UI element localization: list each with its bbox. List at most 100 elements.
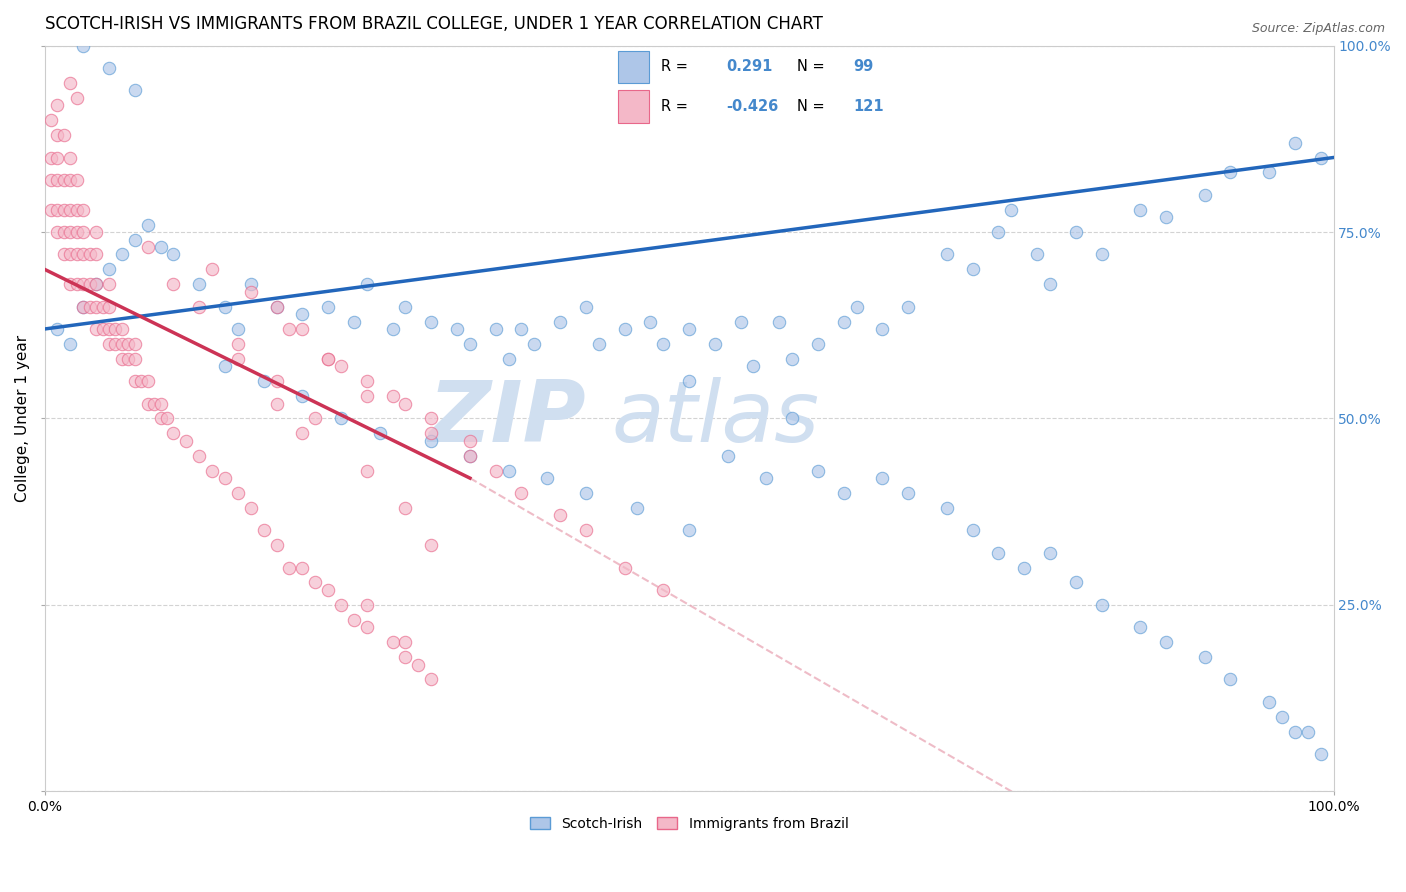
Point <box>79 247 101 261</box>
Point <box>84 225 107 239</box>
Point <box>1258 695 1281 709</box>
Point <box>52 247 75 261</box>
Point <box>98 262 121 277</box>
Point <box>640 314 662 328</box>
Point <box>66 247 89 261</box>
Point <box>201 464 224 478</box>
Point <box>39 202 62 217</box>
Point <box>162 426 184 441</box>
Point <box>626 500 648 515</box>
Point <box>1090 598 1112 612</box>
Point <box>72 225 94 239</box>
Point <box>291 426 314 441</box>
Point <box>66 91 89 105</box>
Point <box>59 337 82 351</box>
Text: ZIP: ZIP <box>429 377 586 460</box>
Point <box>84 247 107 261</box>
Point <box>226 351 249 366</box>
Point <box>278 560 301 574</box>
Point <box>46 202 69 217</box>
Point <box>381 635 404 649</box>
Point <box>832 486 855 500</box>
Point <box>1129 620 1152 634</box>
Point <box>111 322 134 336</box>
Point <box>420 314 443 328</box>
Point <box>124 83 146 97</box>
Bar <box>617 51 648 83</box>
Point <box>79 277 101 292</box>
Point <box>124 351 146 366</box>
Point <box>613 322 636 336</box>
Point <box>66 225 89 239</box>
Point <box>897 486 920 500</box>
Point <box>52 202 75 217</box>
Text: N =: N = <box>797 99 825 114</box>
Point <box>239 285 262 299</box>
Text: -0.426: -0.426 <box>725 99 779 114</box>
Point <box>59 225 82 239</box>
Point <box>446 322 468 336</box>
Point <box>188 277 211 292</box>
Point <box>188 300 211 314</box>
Point <box>717 449 740 463</box>
Point <box>1154 635 1177 649</box>
Point <box>485 322 508 336</box>
Point <box>117 351 139 366</box>
Text: Source: ZipAtlas.com: Source: ZipAtlas.com <box>1251 22 1385 36</box>
Text: 121: 121 <box>853 99 883 114</box>
Point <box>84 277 107 292</box>
Point <box>420 426 443 441</box>
Point <box>1194 187 1216 202</box>
Point <box>1012 560 1035 574</box>
Point <box>226 486 249 500</box>
Point <box>872 471 894 485</box>
Point <box>330 598 353 612</box>
Point <box>678 524 700 538</box>
Point <box>1284 724 1306 739</box>
Point <box>149 411 172 425</box>
Point <box>149 240 172 254</box>
Text: 0.291: 0.291 <box>725 59 772 74</box>
Point <box>807 337 830 351</box>
Point <box>79 300 101 314</box>
Point <box>66 277 89 292</box>
Point <box>72 202 94 217</box>
Point <box>420 434 443 448</box>
Point <box>111 337 134 351</box>
Point <box>239 277 262 292</box>
Point <box>111 351 134 366</box>
Point <box>356 374 378 388</box>
Point <box>1194 650 1216 665</box>
Point <box>104 322 127 336</box>
Point <box>188 449 211 463</box>
Point <box>420 673 443 687</box>
Point <box>291 560 314 574</box>
Point <box>394 500 416 515</box>
Point <box>536 471 558 485</box>
Point <box>39 151 62 165</box>
Point <box>162 247 184 261</box>
Point <box>510 486 533 500</box>
Point <box>394 635 416 649</box>
Point <box>136 240 159 254</box>
Text: atlas: atlas <box>612 377 820 460</box>
Point <box>498 464 520 478</box>
Point <box>1284 136 1306 150</box>
Y-axis label: College, Under 1 year: College, Under 1 year <box>15 334 30 502</box>
Point <box>46 322 69 336</box>
Point <box>98 322 121 336</box>
Text: R =: R = <box>661 59 688 74</box>
Point <box>1064 575 1087 590</box>
Point <box>394 396 416 410</box>
Point <box>1258 165 1281 179</box>
Point <box>935 500 957 515</box>
Point <box>291 307 314 321</box>
Point <box>72 300 94 314</box>
Point <box>253 374 276 388</box>
Point <box>1271 709 1294 723</box>
Point <box>807 464 830 478</box>
Point <box>897 300 920 314</box>
Point <box>117 337 139 351</box>
Point <box>987 225 1010 239</box>
Point <box>575 300 598 314</box>
